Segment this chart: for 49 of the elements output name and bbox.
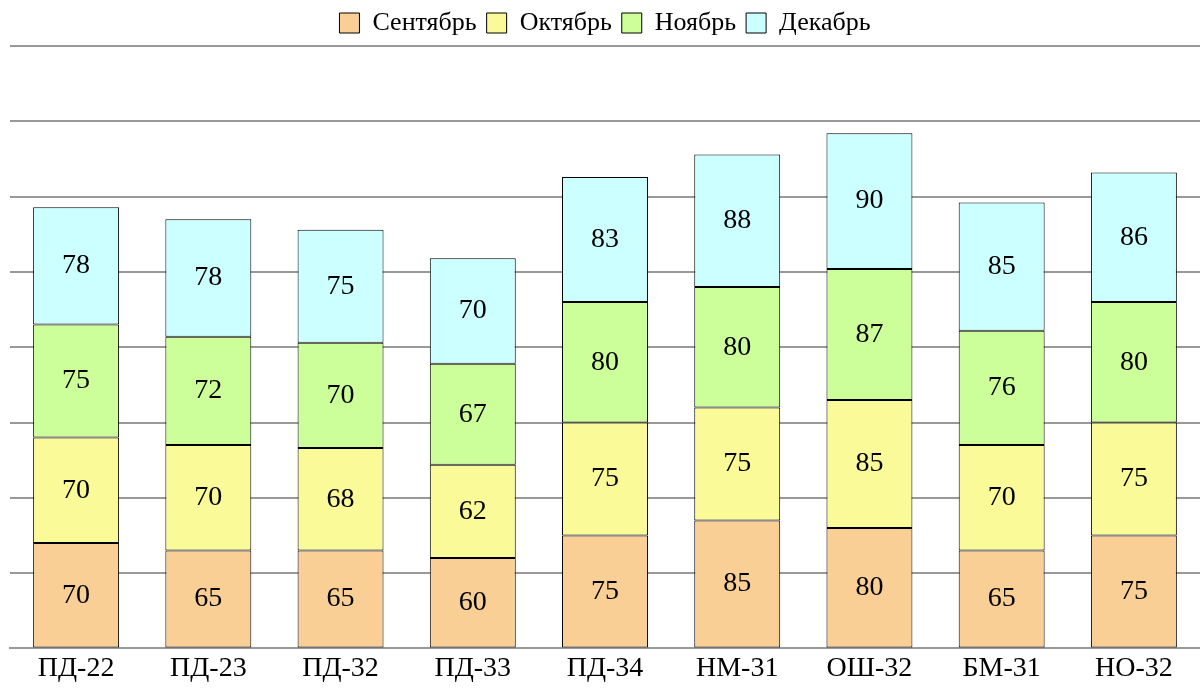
data-label: 75: [591, 573, 619, 605]
x-tick-label: БМ-31: [962, 650, 1041, 682]
data-label: 85: [723, 566, 752, 598]
data-label: 76: [987, 370, 1016, 402]
data-label: 65: [987, 581, 1016, 613]
x-tick-label: ПД-33: [434, 650, 512, 682]
data-label: 80: [591, 344, 619, 376]
data-label: 75: [1119, 573, 1148, 605]
x-tick-label: ПД-22: [37, 650, 115, 682]
x-tick-label: ПД-34: [566, 650, 644, 682]
data-label: 67: [458, 396, 487, 428]
legend-label: Декабрь: [779, 6, 871, 36]
data-label: 75: [723, 446, 752, 478]
x-tick-label: ПД-32: [302, 650, 379, 682]
data-label: 88: [723, 203, 752, 235]
legend-label: Ноябрь: [654, 6, 737, 36]
data-label: 75: [591, 461, 619, 493]
data-label: 75: [1119, 461, 1148, 493]
x-tick-label: НО-32: [1095, 650, 1173, 682]
data-label: 70: [326, 377, 355, 409]
data-label: 65: [326, 581, 355, 613]
x-tick-label: ОШ-32: [826, 650, 913, 682]
data-label: 90: [855, 183, 884, 215]
data-label: 62: [458, 493, 487, 525]
data-label: 78: [62, 248, 91, 280]
data-label: 70: [458, 293, 487, 325]
data-label: 70: [194, 480, 223, 512]
data-label: 86: [1119, 219, 1148, 251]
data-label: 72: [194, 373, 223, 405]
data-label: 78: [194, 260, 223, 292]
data-label: 65: [194, 581, 223, 613]
data-label: 70: [987, 480, 1016, 512]
data-label: 85: [855, 446, 884, 478]
legend-label: Октябрь: [519, 6, 612, 36]
data-label: 80: [723, 329, 752, 361]
data-label: 70: [62, 472, 91, 504]
data-label: 87: [855, 316, 884, 348]
data-label: 75: [62, 363, 91, 395]
data-label: 83: [591, 221, 619, 253]
legend-label: Сентябрь: [372, 6, 477, 36]
data-label: 85: [987, 248, 1016, 280]
data-label: 75: [326, 268, 355, 300]
x-tick-label: НМ-31: [696, 650, 779, 682]
data-label: 68: [326, 481, 355, 513]
data-label: 70: [62, 577, 91, 609]
data-label: 80: [855, 570, 884, 602]
data-label: 60: [458, 585, 487, 617]
x-tick-label: ПД-23: [170, 650, 247, 682]
data-label: 80: [1119, 344, 1148, 376]
